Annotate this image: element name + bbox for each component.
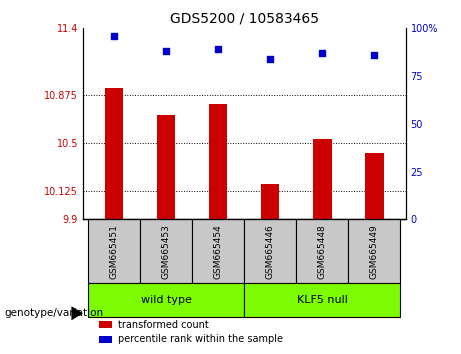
- Bar: [313, 139, 331, 219]
- Bar: [105, 88, 123, 219]
- Bar: [99, 321, 112, 328]
- Text: transformed count: transformed count: [118, 320, 209, 330]
- Bar: [261, 184, 279, 219]
- Polygon shape: [71, 306, 83, 320]
- Bar: [157, 115, 175, 219]
- Text: KLF5 null: KLF5 null: [297, 295, 348, 305]
- Bar: [296, 219, 349, 283]
- Bar: [244, 219, 296, 283]
- Bar: [209, 103, 227, 219]
- Bar: [99, 336, 112, 343]
- Point: [371, 52, 378, 58]
- Point: [111, 33, 118, 39]
- Text: GSM665449: GSM665449: [370, 224, 379, 279]
- Point: [266, 56, 274, 62]
- Bar: [140, 219, 192, 283]
- Text: GSM665451: GSM665451: [110, 224, 119, 279]
- Bar: [88, 219, 140, 283]
- Text: GSM665453: GSM665453: [162, 224, 171, 279]
- Title: GDS5200 / 10583465: GDS5200 / 10583465: [170, 12, 319, 26]
- Bar: [192, 219, 244, 283]
- Text: percentile rank within the sample: percentile rank within the sample: [118, 335, 284, 344]
- Point: [319, 50, 326, 56]
- Bar: [366, 153, 384, 219]
- Bar: [88, 283, 244, 317]
- Text: GSM665448: GSM665448: [318, 224, 327, 279]
- Text: wild type: wild type: [141, 295, 192, 305]
- Text: GSM665446: GSM665446: [266, 224, 275, 279]
- Bar: [349, 219, 401, 283]
- Point: [163, 48, 170, 54]
- Bar: [244, 283, 401, 317]
- Text: genotype/variation: genotype/variation: [5, 308, 104, 318]
- Point: [215, 46, 222, 52]
- Text: GSM665454: GSM665454: [214, 224, 223, 279]
